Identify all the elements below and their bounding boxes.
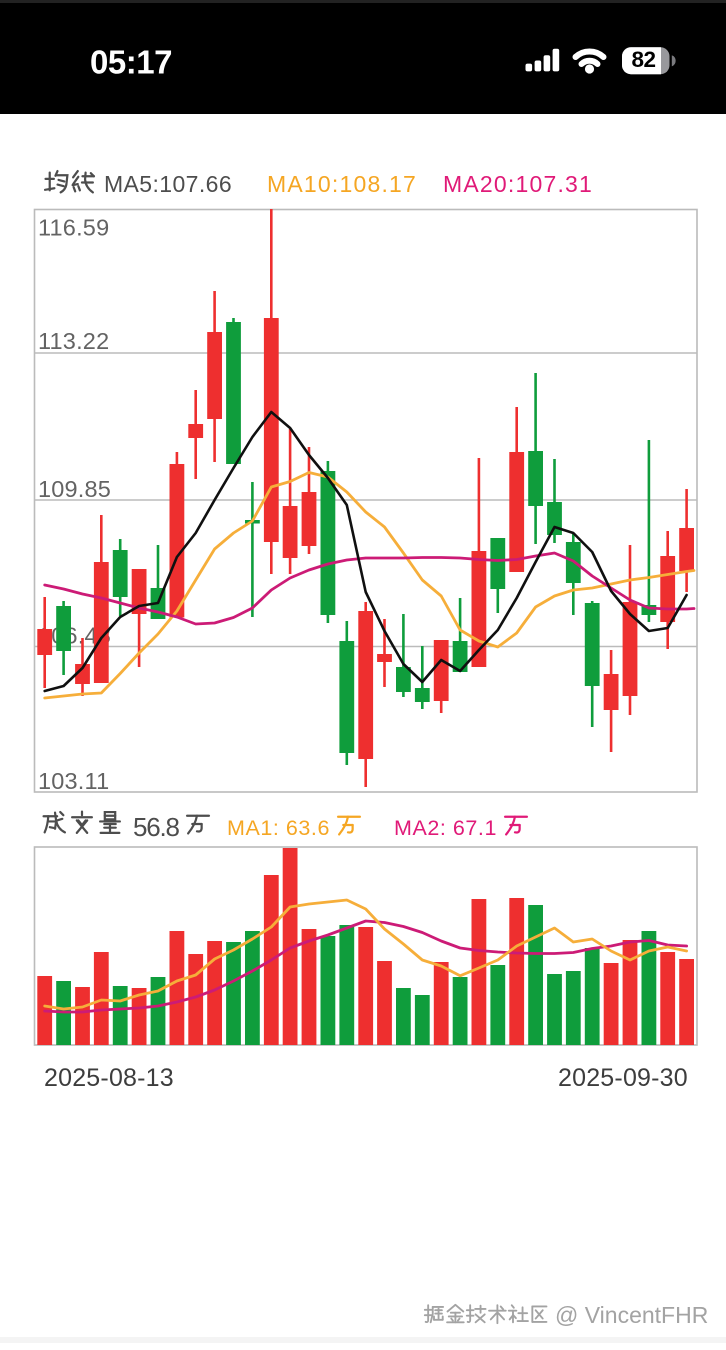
svg-text:109.85: 109.85 bbox=[38, 476, 111, 502]
svg-text:MA10:108.17: MA10:108.17 bbox=[267, 171, 417, 197]
svg-text:82: 82 bbox=[631, 47, 655, 72]
svg-text:113.22: 113.22 bbox=[38, 328, 109, 354]
svg-text:MA5:107.66: MA5:107.66 bbox=[104, 171, 232, 197]
svg-text:2025-08-13: 2025-08-13 bbox=[44, 1064, 174, 1092]
svg-text:103.11: 103.11 bbox=[38, 768, 109, 794]
svg-text:116.59: 116.59 bbox=[38, 215, 109, 241]
svg-text:MA20:107.31: MA20:107.31 bbox=[443, 171, 593, 197]
svg-text:MA1: 63.6: MA1: 63.6 bbox=[227, 816, 330, 840]
svg-text:56.8: 56.8 bbox=[133, 812, 180, 842]
svg-text:@ VincentFHR: @ VincentFHR bbox=[555, 1302, 708, 1328]
svg-text:2025-09-30: 2025-09-30 bbox=[558, 1064, 688, 1092]
svg-text:MA2: 67.1: MA2: 67.1 bbox=[394, 816, 497, 840]
svg-text:@ VincentFHR: @ VincentFHR bbox=[557, 1305, 710, 1331]
svg-text:05:17: 05:17 bbox=[90, 44, 172, 81]
